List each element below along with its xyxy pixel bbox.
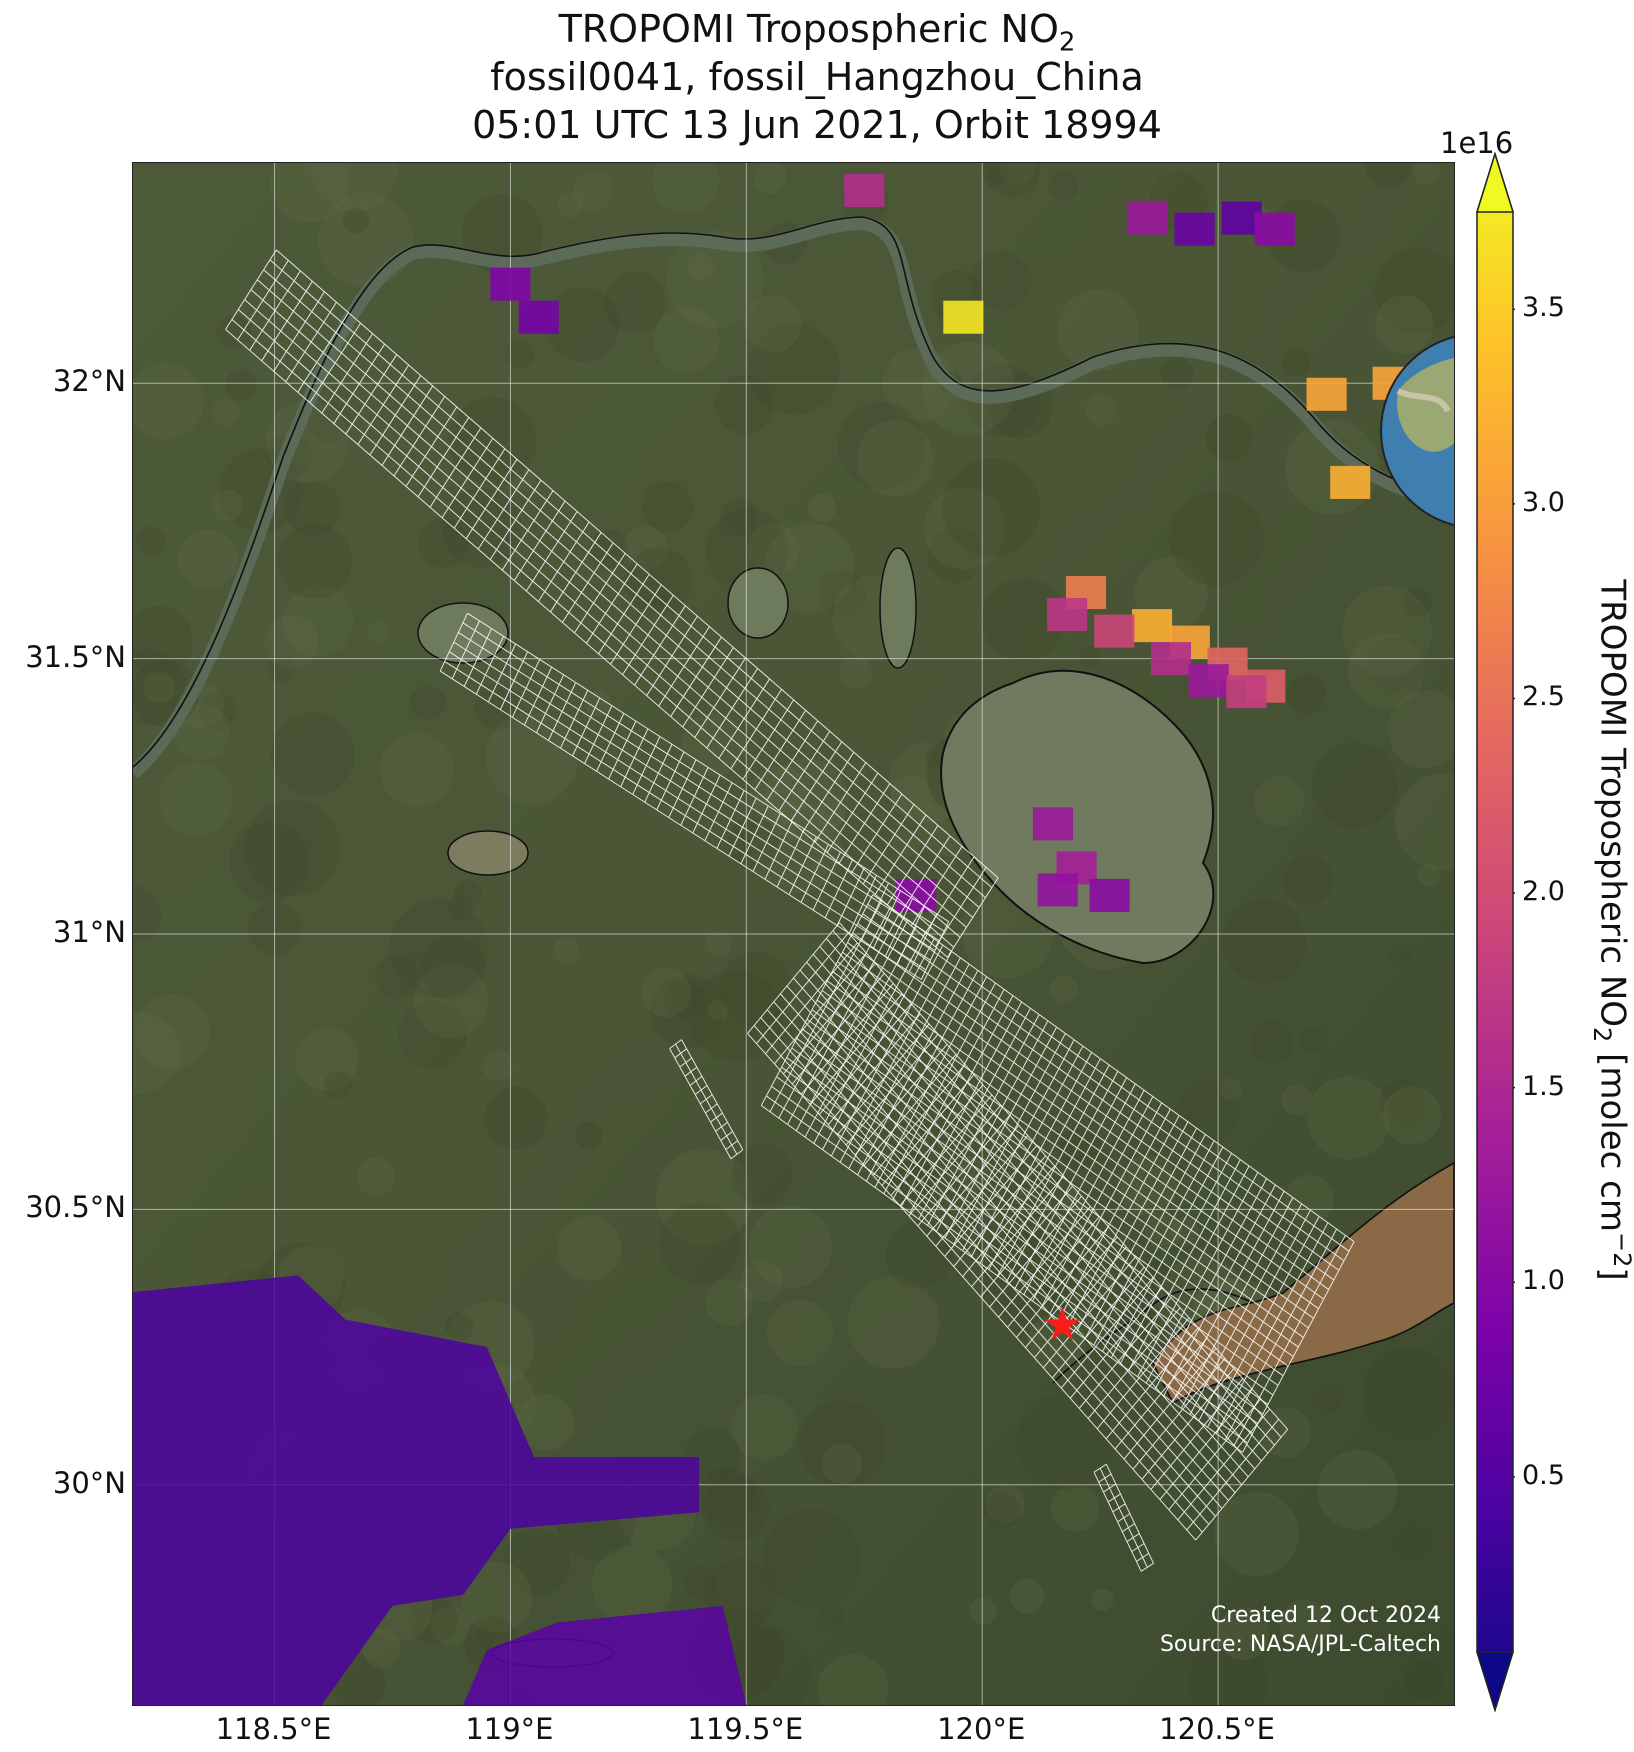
lon-tick-label: 118.5°E <box>215 1712 332 1746</box>
lat-tick-label: 30.5°N <box>25 1190 126 1225</box>
lake-shijiu <box>417 602 509 664</box>
inset-globe: ★ <box>1380 336 1454 526</box>
lake-gehu <box>727 567 789 639</box>
no2-pixel <box>1226 675 1267 709</box>
colorbar-tick-label: 2.5 <box>1522 681 1565 713</box>
no2-region-south <box>463 1605 747 1705</box>
no2-pixel <box>1094 614 1135 648</box>
swath-strip <box>669 1039 744 1160</box>
colorbar-tick-label: 3.0 <box>1522 486 1565 518</box>
no2-pixel <box>1174 212 1215 246</box>
no2-pixel <box>844 174 885 208</box>
lake-changdang <box>879 547 917 669</box>
globe-asia-landmass <box>1397 358 1454 452</box>
lon-tick-label: 119°E <box>465 1712 554 1746</box>
chart-title-line2: fossil0041, fossil_Hangzhou_China <box>490 55 1144 99</box>
lake-gucheng <box>447 830 529 876</box>
swath-strip <box>747 922 1289 1541</box>
lon-tick-label: 120.5°E <box>1159 1712 1276 1746</box>
no2-region-southwest <box>133 1275 700 1705</box>
swath-strip <box>225 249 999 958</box>
no2-pixel <box>1254 212 1295 246</box>
yangtze-river <box>133 215 1454 779</box>
yangtze-river-outline <box>133 216 1454 768</box>
globe-desert <box>1396 388 1451 413</box>
no2-pixel <box>1047 598 1088 632</box>
lat-tick-label: 31.5°N <box>25 639 126 674</box>
colorbar-tick-label: 1.5 <box>1522 1070 1565 1102</box>
lon-tick-label: 119.5°E <box>687 1712 804 1746</box>
no2-pixel <box>943 300 984 334</box>
no2-pixels <box>133 174 1413 1705</box>
lat-tick-label: 31°N <box>52 915 126 949</box>
no2-pixel <box>1306 377 1347 411</box>
colorbar-exponent: 1e16 <box>1440 126 1514 160</box>
no2-pixel <box>518 300 559 334</box>
no2-pixel <box>1132 609 1173 643</box>
map-canvas[interactable]: ★ <box>133 163 1454 1705</box>
colorbar-tick-label: 3.5 <box>1522 292 1565 324</box>
chart-title-line1: TROPOMI Tropospheric NO2 <box>558 7 1076 58</box>
star-icon: ★ <box>1042 1297 1083 1351</box>
credit-source: Source: NASA/JPL-Caltech <box>1159 1632 1441 1657</box>
swath-strip <box>439 612 950 980</box>
no2-pixel <box>1037 873 1078 907</box>
no2-pixel <box>1150 642 1191 676</box>
swath-strip <box>1093 1463 1154 1572</box>
target-site-marker: ★ <box>1042 1297 1083 1351</box>
no2-pixel <box>1089 878 1130 912</box>
colorbar-tick-label: 1.0 <box>1522 1265 1565 1297</box>
colorbar-tick-label: 0.5 <box>1522 1459 1565 1491</box>
map-panel[interactable]: ★ ★ Created 12 Oct 2024 Source: NASA/JPL… <box>132 162 1455 1706</box>
colorbar-label: TROPOMI Tropospheric NO2 [molec cm−2] <box>1587 579 1634 1281</box>
lat-tick-label: 32°N <box>52 364 126 399</box>
no2-pixel <box>1188 664 1229 698</box>
no2-pixel <box>490 267 531 301</box>
lon-tick-label: 120°E <box>937 1712 1026 1746</box>
target-mode-swath-grid <box>225 249 1355 1572</box>
colorbar <box>1475 152 1515 1712</box>
no2-pixel <box>1127 201 1168 235</box>
chart-title-line3: 05:01 UTC 13 Jun 2021, Orbit 18994 <box>472 103 1162 147</box>
no2-pixel <box>1330 465 1371 499</box>
colorbar-tick-label: 2.0 <box>1522 876 1565 908</box>
credit-created: Created 12 Oct 2024 <box>1210 1603 1441 1628</box>
lat-tick-label: 30°N <box>52 1465 126 1500</box>
swath-strip <box>760 894 1355 1453</box>
taihu-lake <box>940 669 1215 965</box>
no2-pixel <box>1032 807 1074 841</box>
